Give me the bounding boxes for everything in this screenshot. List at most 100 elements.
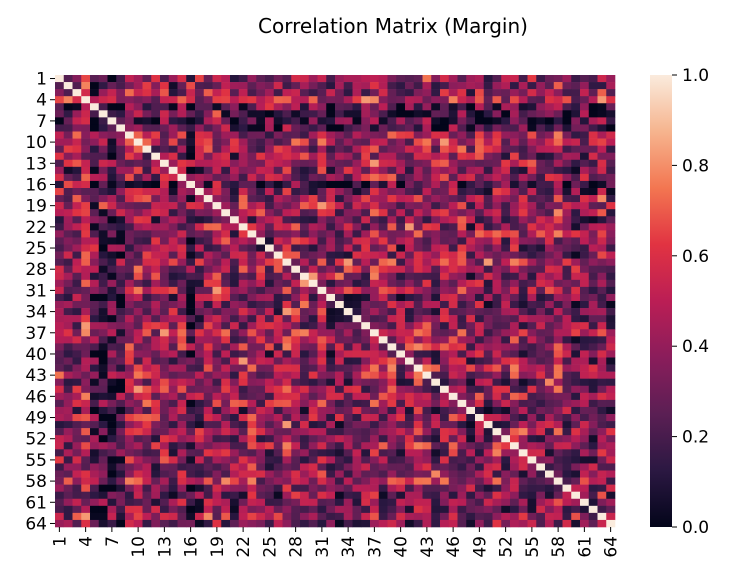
heatmap-cell [133,378,143,387]
heatmap-cell [81,202,91,210]
heatmap-cell [518,279,528,288]
heatmap-cell [177,357,187,365]
heatmap-cell [562,103,572,111]
heatmap-cell [326,89,336,97]
heatmap-cell [125,244,135,252]
heatmap-cell [370,89,380,97]
heatmap-cell [72,131,82,139]
heatmap-cell [326,166,336,175]
heatmap-cell [256,145,266,153]
heatmap-cell [518,505,528,514]
y-tick-label: 31 [25,281,47,301]
heatmap-cell [98,202,108,210]
heatmap-cell [335,484,345,492]
heatmap-cell [247,301,257,309]
heatmap-cell [606,505,616,514]
heatmap-cell [545,216,555,224]
heatmap-cell [308,392,318,401]
heatmap-cell [597,491,607,500]
heatmap-cell [553,131,563,139]
heatmap-cell [107,371,117,379]
heatmap-cell [98,336,108,344]
heatmap-cell [273,166,283,175]
heatmap-cell [160,371,170,379]
heatmap-cell [457,456,467,464]
heatmap-cell [238,110,248,118]
heatmap-cell [475,477,485,485]
heatmap-cell [55,75,65,83]
heatmap-cell [256,209,266,217]
heatmap-cell [343,152,353,161]
heatmap-cell [588,89,598,97]
heatmap-cell [527,279,537,288]
heatmap-cell [448,279,458,288]
heatmap-cell [317,272,327,281]
heatmap-cell [422,470,432,478]
heatmap-cell [553,117,563,125]
heatmap-cell [125,470,135,478]
heatmap-cell [475,202,485,210]
heatmap-cell [291,244,301,252]
heatmap-cell [195,308,205,316]
heatmap-cell [186,152,196,161]
heatmap-cell [448,350,458,358]
heatmap-cell [553,414,563,422]
heatmap-cell [370,216,380,224]
heatmap-cell [545,350,555,358]
heatmap-cell [527,152,537,161]
heatmap-cell [230,484,240,492]
heatmap-cell [588,315,598,323]
heatmap-cell [326,449,336,457]
heatmap-cell [221,82,231,90]
heatmap-cell [536,322,546,330]
heatmap-cell [527,286,537,295]
heatmap-cell [527,519,537,528]
heatmap-cell [457,265,467,274]
heatmap-cell [300,293,310,302]
heatmap-cell [378,124,388,132]
heatmap-cell [125,265,135,274]
heatmap-cell [177,89,187,97]
heatmap-cell [317,223,327,231]
heatmap-cell [588,463,598,471]
heatmap-cell [492,180,502,189]
heatmap-cell [466,329,476,337]
heatmap-cell [186,82,196,90]
heatmap-cell [510,406,520,415]
heatmap-cell [378,399,388,408]
heatmap-cell [300,173,310,182]
heatmap-cell [475,442,485,450]
heatmap-cell [142,110,152,118]
heatmap-cell [300,145,310,153]
heatmap-cell [413,421,423,429]
heatmap-cell [588,470,598,478]
heatmap-cell [98,392,108,401]
heatmap-cell [273,456,283,464]
heatmap-cell [370,110,380,118]
heatmap-cell [98,82,108,90]
heatmap-cell [457,166,467,175]
heatmap-cell [256,371,266,379]
heatmap-cell [466,89,476,97]
heatmap-cell [580,145,590,153]
heatmap-cell [553,463,563,471]
heatmap-cell [431,110,441,118]
heatmap-cell [562,152,572,161]
heatmap-cell [107,180,117,189]
heatmap-cell [238,357,248,365]
heatmap-cell [597,145,607,153]
heatmap-cell [230,512,240,521]
heatmap-cell [413,117,423,125]
heatmap-cell [256,279,266,288]
heatmap-cell [597,138,607,146]
heatmap-cell [168,96,178,104]
heatmap-cell [606,103,616,111]
heatmap-cell [457,237,467,245]
heatmap-cell [308,265,318,274]
heatmap-cell [125,195,135,203]
heatmap-cell [352,414,362,422]
heatmap-cell [212,272,222,281]
heatmap-cell [300,209,310,217]
heatmap-cell [168,188,178,196]
heatmap-cell [457,96,467,104]
